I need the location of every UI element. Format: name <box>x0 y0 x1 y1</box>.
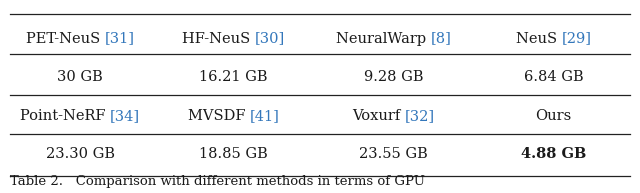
Text: 16.21 GB: 16.21 GB <box>199 70 268 84</box>
Text: PET-NeuS: PET-NeuS <box>26 32 104 46</box>
Text: 23.30 GB: 23.30 GB <box>45 147 115 161</box>
Text: Point-NeRF: Point-NeRF <box>20 109 110 123</box>
Text: [30]: [30] <box>255 32 285 46</box>
Text: [34]: [34] <box>110 109 140 123</box>
Text: 18.85 GB: 18.85 GB <box>199 147 268 161</box>
Text: 9.28 GB: 9.28 GB <box>364 70 423 84</box>
Text: [8]: [8] <box>431 32 451 46</box>
Text: HF-NeuS: HF-NeuS <box>182 32 255 46</box>
Text: 30 GB: 30 GB <box>57 70 103 84</box>
Text: 6.84 GB: 6.84 GB <box>524 70 584 84</box>
Text: [41]: [41] <box>250 109 280 123</box>
Text: 4.88 GB: 4.88 GB <box>521 147 586 161</box>
Text: Voxurf: Voxurf <box>352 109 405 123</box>
Text: NeuralWarp: NeuralWarp <box>336 32 431 46</box>
Text: [31]: [31] <box>104 32 134 46</box>
Text: MVSDF: MVSDF <box>188 109 250 123</box>
Text: NeuS: NeuS <box>516 32 561 46</box>
Text: [29]: [29] <box>561 32 591 46</box>
Text: [32]: [32] <box>405 109 435 123</box>
Text: Ours: Ours <box>536 109 572 123</box>
Text: Table 2.   Comparison with different methods in terms of GPU: Table 2. Comparison with different metho… <box>10 175 424 188</box>
Text: 23.55 GB: 23.55 GB <box>359 147 428 161</box>
